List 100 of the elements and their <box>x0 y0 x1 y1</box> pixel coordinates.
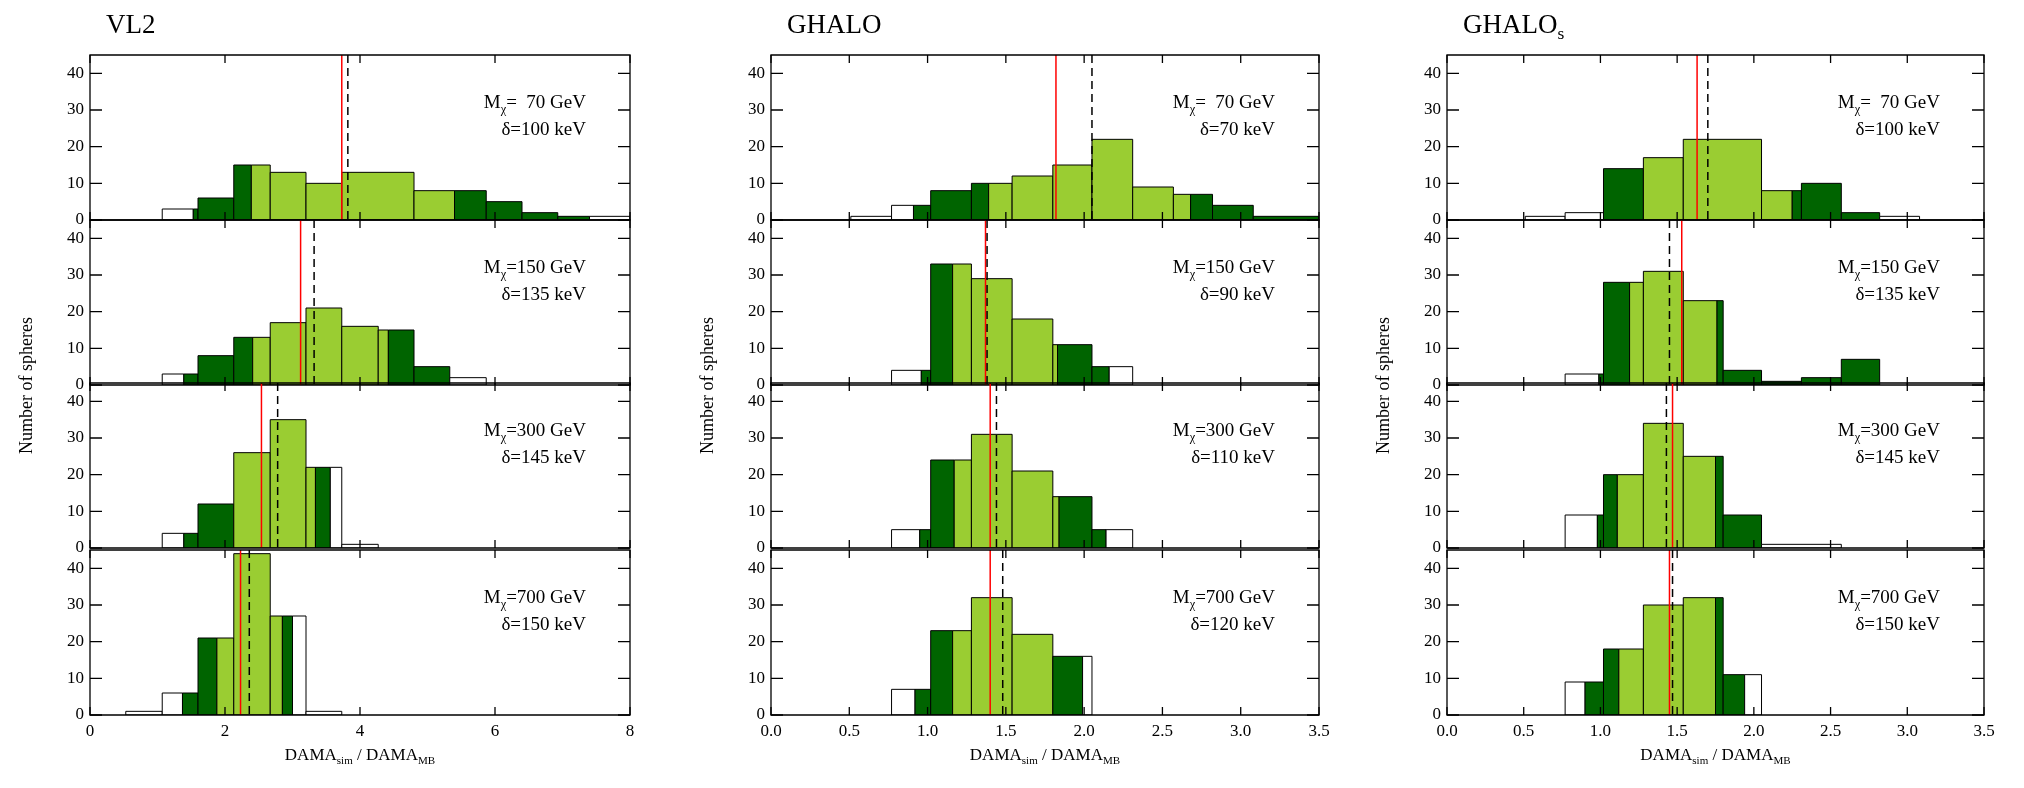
x-tick-label: 1.5 <box>995 720 1017 740</box>
y-tick-label: 40 <box>748 557 765 577</box>
y-tick-label: 20 <box>748 631 765 651</box>
y-tick-label: 10 <box>67 500 84 520</box>
annotation: M$_{χ}$= 70 GeV <box>483 91 586 117</box>
chart-title: VL2 <box>106 9 156 40</box>
annotation: M$_{χ}$= 70 GeV <box>1172 91 1275 117</box>
y-tick-label: 30 <box>748 427 765 447</box>
y-tick-label: 30 <box>1424 594 1441 614</box>
annotation: δ=145 keV <box>501 446 586 468</box>
y-tick-label: 10 <box>1424 667 1441 687</box>
y-tick-label: 40 <box>1424 227 1441 247</box>
y-tick-label: 20 <box>67 631 84 651</box>
x-tick-label: 8 <box>625 720 635 740</box>
y-tick-label: 40 <box>67 62 84 82</box>
annotation: M$_{χ}$= 70 GeV <box>1837 91 1940 117</box>
annotation: M$_{χ}$=300 GeV <box>483 419 586 445</box>
chart-title: GHALO <box>787 9 882 40</box>
annotation: δ=100 keV <box>501 118 586 140</box>
y-tick-label: 20 <box>748 464 765 484</box>
y-tick-label: 30 <box>748 99 765 119</box>
y-tick-label: 10 <box>67 337 84 357</box>
annotation: M$_{χ}$=150 GeV <box>483 256 586 282</box>
annotation: δ=70 keV <box>1199 118 1275 140</box>
annotation: δ=145 keV <box>1855 446 1940 468</box>
y-tick-label: 0 <box>756 537 765 557</box>
y-tick-label: 40 <box>67 227 84 247</box>
x-axis-title: DAMA$_{sim}$ / DAMA$_{MB}$ <box>968 745 1122 767</box>
x-tick-label: 2.5 <box>1151 720 1174 740</box>
y-tick-label: 20 <box>1424 631 1441 651</box>
y-tick-label: 10 <box>1424 500 1441 520</box>
y-tick-label: 30 <box>67 427 84 447</box>
annotation: δ=90 keV <box>1199 283 1275 305</box>
x-tick-label: 1.5 <box>1666 720 1688 740</box>
x-tick-label: 2 <box>220 720 230 740</box>
x-tick-label: 1.0 <box>1589 720 1612 740</box>
y-axis-title: Number of spheres <box>16 316 37 454</box>
y-tick-label: 0 <box>75 537 84 557</box>
y-tick-label: 20 <box>1424 464 1441 484</box>
annotation: δ=120 keV <box>1190 613 1275 635</box>
annotation: M$_{χ}$=150 GeV <box>1172 256 1275 282</box>
y-axis-title: Number of spheres <box>697 316 718 454</box>
y-tick-label: 30 <box>1424 264 1441 284</box>
y-tick-label: 10 <box>748 172 765 192</box>
y-tick-label: 10 <box>67 667 84 687</box>
x-tick-label: 2.0 <box>1743 720 1765 740</box>
y-tick-label: 30 <box>67 99 84 119</box>
y-tick-label: 40 <box>1424 62 1441 82</box>
x-tick-label: 2.5 <box>1819 720 1842 740</box>
annotation: M$_{χ}$=700 GeV <box>483 586 586 612</box>
x-tick-label: 3.5 <box>1308 720 1330 740</box>
y-tick-label: 30 <box>748 264 765 284</box>
y-tick-label: 0 <box>756 209 765 229</box>
x-tick-label: 3.0 <box>1896 720 1918 740</box>
y-tick-label: 30 <box>67 594 84 614</box>
y-tick-label: 40 <box>748 227 765 247</box>
x-tick-label: 1.0 <box>916 720 939 740</box>
y-tick-label: 30 <box>1424 427 1441 447</box>
y-tick-label: 0 <box>1432 209 1441 229</box>
y-tick-label: 40 <box>748 62 765 82</box>
y-tick-label: 20 <box>748 136 765 156</box>
y-tick-label: 10 <box>748 337 765 357</box>
x-tick-label: 2.0 <box>1073 720 1095 740</box>
y-tick-label: 0 <box>1432 537 1441 557</box>
annotation: δ=110 keV <box>1191 446 1275 468</box>
y-tick-label: 20 <box>67 301 84 321</box>
annotation: M$_{χ}$=300 GeV <box>1837 419 1940 445</box>
x-tick-label: 4 <box>355 720 365 740</box>
y-tick-label: 20 <box>748 301 765 321</box>
y-tick-label: 10 <box>1424 172 1441 192</box>
annotation: δ=135 keV <box>1855 283 1940 305</box>
x-tick-label: 3.5 <box>1973 720 1995 740</box>
x-tick-label: 3.0 <box>1230 720 1252 740</box>
y-tick-label: 20 <box>1424 136 1441 156</box>
y-tick-label: 30 <box>67 264 84 284</box>
y-tick-label: 10 <box>1424 337 1441 357</box>
annotation: δ=100 keV <box>1855 118 1940 140</box>
y-tick-label: 10 <box>748 667 765 687</box>
chart-title: GHALO$_{s}$ <box>1463 9 1565 45</box>
annotation: M$_{χ}$=700 GeV <box>1837 586 1940 612</box>
y-tick-label: 20 <box>1424 301 1441 321</box>
annotation: M$_{χ}$=700 GeV <box>1172 586 1275 612</box>
y-tick-label: 40 <box>67 557 84 577</box>
y-tick-label: 20 <box>67 464 84 484</box>
x-tick-label: 0.5 <box>838 720 860 740</box>
y-axis-title: Number of spheres <box>1373 316 1394 454</box>
annotation: δ=135 keV <box>501 283 586 305</box>
annotation: M$_{χ}$=150 GeV <box>1837 256 1940 282</box>
x-axis-title: DAMA$_{sim}$ / DAMA$_{MB}$ <box>283 745 437 767</box>
x-tick-label: 0.5 <box>1513 720 1535 740</box>
annotation: M$_{χ}$=300 GeV <box>1172 419 1275 445</box>
y-tick-label: 10 <box>748 500 765 520</box>
y-tick-label: 0 <box>75 209 84 229</box>
y-tick-label: 30 <box>1424 99 1441 119</box>
y-tick-label: 40 <box>1424 557 1441 577</box>
y-tick-label: 30 <box>748 594 765 614</box>
x-tick-label: 6 <box>490 720 500 740</box>
y-tick-label: 0 <box>75 704 84 724</box>
annotation: δ=150 keV <box>501 613 586 635</box>
x-axis-title: DAMA$_{sim}$ / DAMA$_{MB}$ <box>1639 745 1792 767</box>
